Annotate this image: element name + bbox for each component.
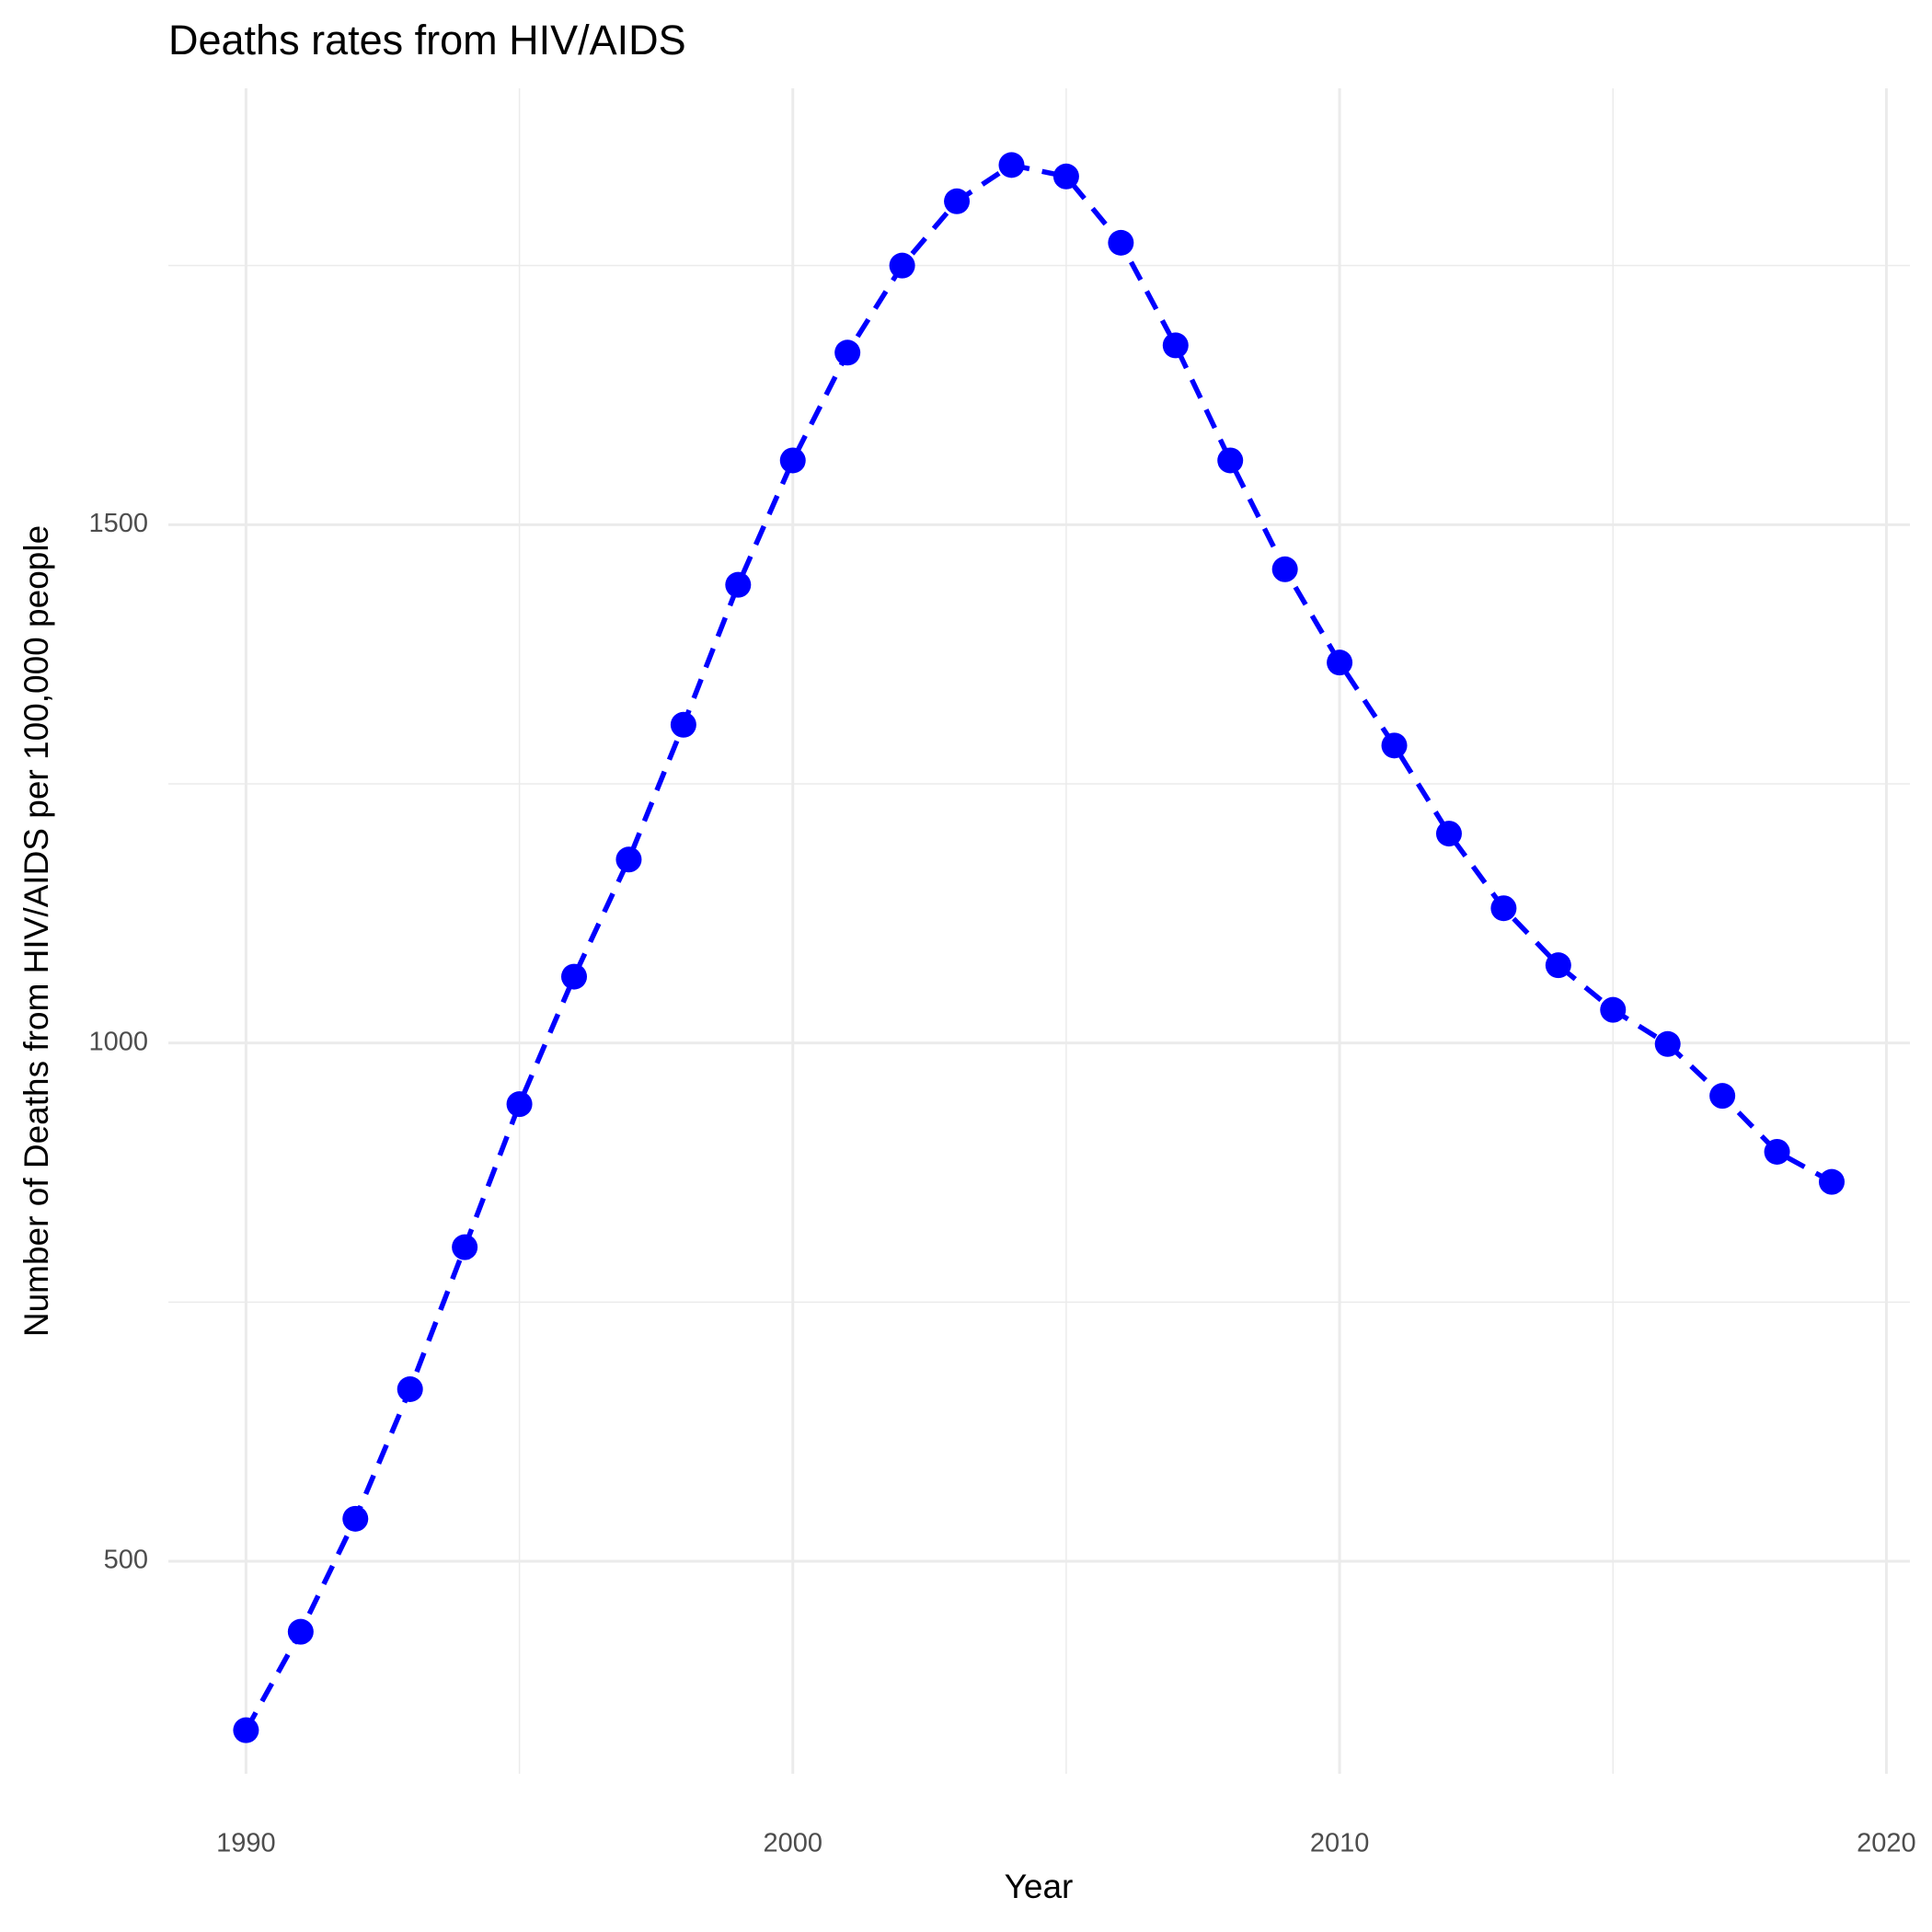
data-point bbox=[1381, 732, 1408, 759]
data-point bbox=[834, 339, 861, 366]
data-point bbox=[615, 846, 642, 873]
data-point bbox=[561, 963, 588, 990]
data-point bbox=[1819, 1168, 1846, 1195]
data-point bbox=[233, 1717, 259, 1743]
data-point bbox=[670, 711, 696, 738]
data-point bbox=[397, 1375, 423, 1402]
data-point bbox=[1052, 163, 1079, 190]
data-point bbox=[998, 152, 1025, 178]
data-point bbox=[1162, 332, 1189, 359]
y-tick-label: 1500 bbox=[88, 509, 148, 538]
data-point bbox=[1600, 996, 1627, 1023]
data-point bbox=[1490, 895, 1517, 922]
data-point bbox=[1435, 821, 1462, 847]
series-line bbox=[243, 162, 1834, 1732]
x-axis-title: Year bbox=[1005, 1868, 1074, 1905]
x-tick-label: 1990 bbox=[216, 1829, 276, 1858]
data-point bbox=[506, 1091, 533, 1118]
data-point bbox=[1271, 556, 1298, 582]
data-point bbox=[1327, 650, 1353, 676]
x-tick-label: 2000 bbox=[763, 1829, 822, 1858]
data-point bbox=[725, 571, 752, 598]
data-point bbox=[1764, 1138, 1790, 1165]
data-point bbox=[342, 1505, 369, 1532]
data-point bbox=[1217, 447, 1244, 474]
y-tick-label: 1000 bbox=[88, 1027, 148, 1056]
y-axis-title: Number of Deaths from HIV/AIDS per 100,0… bbox=[17, 525, 55, 1337]
x-tick-label: 2020 bbox=[1857, 1829, 1916, 1858]
data-point bbox=[287, 1618, 314, 1645]
data-point bbox=[889, 252, 915, 279]
data-point bbox=[1654, 1030, 1681, 1057]
data-point bbox=[944, 188, 971, 214]
data-point bbox=[1108, 229, 1134, 256]
x-tick-label: 2010 bbox=[1310, 1829, 1370, 1858]
grid bbox=[168, 88, 1910, 1774]
y-tick-label: 500 bbox=[104, 1546, 148, 1575]
data-point bbox=[1709, 1083, 1736, 1110]
data-point bbox=[452, 1234, 478, 1260]
data-point bbox=[1545, 952, 1571, 979]
data-point bbox=[779, 447, 806, 474]
chart-title: Deaths rates from HIV/AIDS bbox=[168, 17, 686, 63]
